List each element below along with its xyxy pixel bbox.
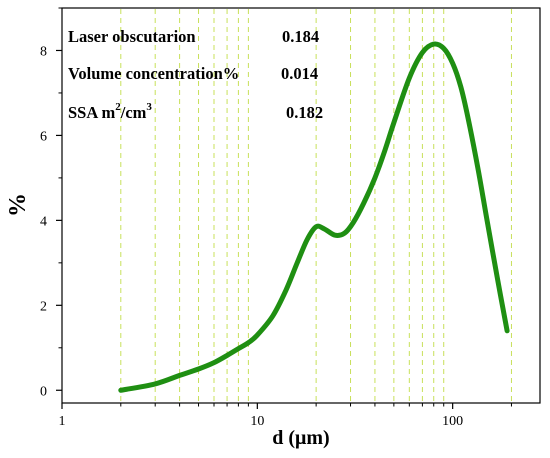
y-tick-label: 6 [40,129,47,144]
grid-lines [120,9,512,402]
axes: 1 10 100 0 2 4 6 8 [40,7,512,429]
annotation-laser-label: Laser obscutarion [68,27,196,46]
annotation-box: Laser obscutarion 0.184 Volume concentra… [68,27,323,122]
x-tick-label: 1 [59,414,66,429]
series-line [118,41,510,393]
annotation-ssa-sup2: 3 [146,101,152,113]
annotation-ssa-mid: /cm [120,103,147,122]
annotation-ssa-sup1: 2 [115,101,121,113]
x-axis-title: d (μm) [272,427,329,449]
y-tick-label: 0 [40,384,47,399]
annotation-ssa-value: 0.182 [286,103,323,122]
annotation-volume-value: 0.014 [281,64,318,83]
annotation-ssa-label: SSA m2/cm3 [68,101,152,122]
y-tick-label: 8 [40,44,47,59]
x-tick-label: 100 [442,414,463,429]
y-tick-label: 2 [40,299,47,314]
annotation-volume-label: Volume concentration% [68,64,239,83]
y-tick-label: 4 [40,214,47,229]
annotation-laser-value: 0.184 [282,27,319,46]
annotation-ssa-prefix: SSA m [68,103,115,122]
y-axis-title: % [5,193,31,217]
plot-frame [61,7,541,404]
x-tick-label: 10 [250,414,264,429]
